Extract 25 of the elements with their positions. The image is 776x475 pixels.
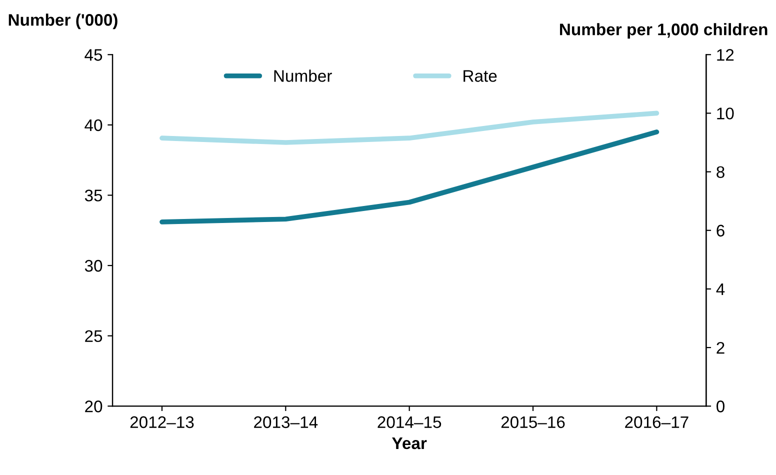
x-tick-label: 2012–13 [130,416,194,428]
y-tick-label: 40 [84,119,102,132]
x-axis-title: Year [392,438,427,450]
y-axis-title: Number ('000) [8,14,118,30]
y2-tick-label: 4 [716,284,725,295]
y2-tick-label: 12 [717,49,734,61]
y-tick-label: 35 [84,190,102,202]
y2-tick-label: 0 [716,400,724,412]
y-tick-label: 45 [84,49,102,61]
x-tick-label: 2016–17 [625,416,688,428]
y2-tick-label: 10 [717,108,734,120]
y-tick-label: 25 [85,330,102,342]
legend-label: Rate [464,70,497,82]
y-tick-label: 20 [85,400,102,412]
y2-tick-label: 8 [716,166,724,178]
x-tick-label: 2014–15 [378,416,442,428]
line-series [160,130,660,224]
y2-tick-label: 6 [716,224,724,237]
y2-tick-label: 2 [716,342,724,354]
x-tick-label: 2013–14 [254,416,318,428]
line-series [160,110,660,145]
y-tick-label: 30 [84,260,102,272]
x-tick-label: 2015–16 [501,416,565,428]
y2-axis-title: Number per 1,000 children [560,23,768,39]
legend-label: Number [274,70,332,82]
